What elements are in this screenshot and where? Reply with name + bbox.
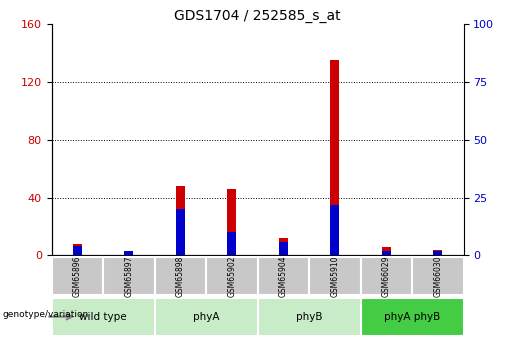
Bar	[206, 257, 258, 295]
Text: GSM65902: GSM65902	[227, 255, 236, 297]
Bar	[227, 232, 236, 256]
Title: GDS1704 / 252585_s_at: GDS1704 / 252585_s_at	[174, 9, 341, 23]
Text: GSM65904: GSM65904	[279, 255, 288, 297]
Text: genotype/variation: genotype/variation	[3, 310, 89, 319]
Text: phyA phyB: phyA phyB	[384, 312, 440, 322]
Bar	[227, 189, 236, 256]
Bar	[73, 246, 82, 256]
Bar	[309, 257, 360, 295]
Bar	[433, 250, 442, 256]
Text: phyA: phyA	[193, 312, 219, 322]
Bar	[412, 257, 464, 295]
Text: phyB: phyB	[296, 312, 322, 322]
Bar	[73, 244, 82, 256]
Bar	[52, 257, 103, 295]
Text: GSM66030: GSM66030	[433, 255, 442, 297]
Text: GSM65897: GSM65897	[124, 255, 133, 297]
Bar	[154, 298, 258, 336]
Bar	[433, 251, 442, 256]
Bar	[154, 257, 206, 295]
Bar	[382, 251, 391, 256]
Bar	[176, 209, 185, 256]
Bar	[279, 238, 288, 256]
Bar	[279, 241, 288, 256]
Bar	[52, 298, 154, 336]
Text: GSM66029: GSM66029	[382, 255, 391, 297]
Text: GSM65896: GSM65896	[73, 255, 82, 297]
Bar	[382, 247, 391, 256]
Bar	[330, 205, 339, 256]
Bar	[103, 257, 154, 295]
Bar	[360, 257, 412, 295]
Bar	[258, 257, 309, 295]
Bar	[124, 253, 133, 256]
Bar	[258, 298, 360, 336]
Bar	[176, 186, 185, 256]
Bar	[124, 251, 133, 256]
Text: GSM65910: GSM65910	[330, 255, 339, 297]
Text: GSM65898: GSM65898	[176, 255, 185, 297]
Text: wild type: wild type	[79, 312, 127, 322]
Bar	[330, 60, 339, 256]
Bar	[360, 298, 464, 336]
